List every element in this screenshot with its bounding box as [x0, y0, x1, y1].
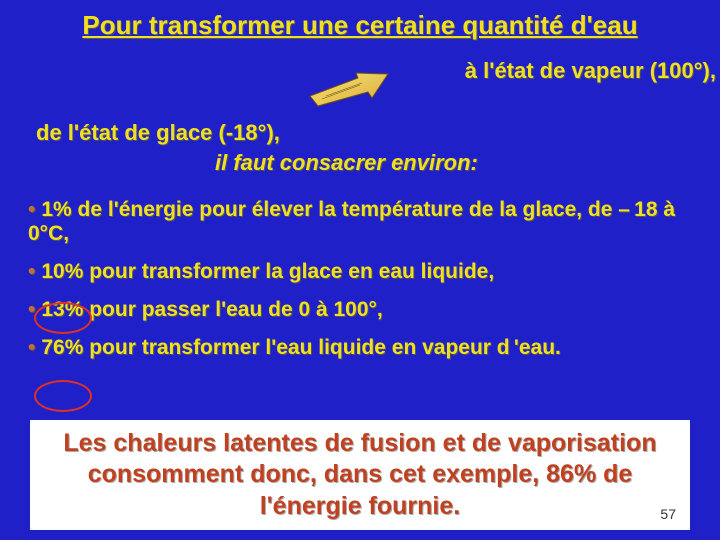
bullet-item-2: • 10% pour transformer la glace en eau li…: [28, 260, 708, 284]
line-ice-state: de l'état de glace (-18°),: [36, 120, 280, 146]
slide-title: Pour transformer une certaine quantité d…: [0, 0, 720, 41]
bullet-text: 76% pour transformer l'eau liquide en va…: [41, 336, 561, 359]
bullet-dot-icon: •: [28, 198, 35, 221]
conclusion-box: Les chaleurs latentes de fusion et de va…: [30, 420, 690, 530]
bullet-dot-icon: •: [28, 260, 35, 283]
subtitle-vapor: à l'état de vapeur (100°),: [465, 58, 716, 84]
highlight-circle-10: [34, 302, 92, 334]
bullet-item-4: • 76% pour transformer l'eau liquide en v…: [28, 336, 708, 360]
bullet-item-1: •1% de l'énergie pour élever la températ…: [28, 198, 708, 246]
bullet-item-3: •13% pour passer l'eau de 0 à 100°,: [28, 298, 708, 322]
line-consacrer: il faut consacrer environ:: [215, 150, 478, 176]
bullet-list: •1% de l'énergie pour élever la températ…: [28, 198, 708, 374]
highlight-circle-76: [34, 380, 92, 412]
bullet-dot-icon: •: [28, 336, 35, 359]
conclusion-text: Les chaleurs latentes de fusion et de va…: [44, 428, 676, 522]
arrow-icon: [302, 66, 392, 110]
bullet-text: 1% de l'énergie pour élever la températu…: [28, 198, 675, 245]
bullet-text: 10% pour transformer la glace en eau liq…: [41, 260, 494, 283]
bullet-text: 13% pour passer l'eau de 0 à 100°,: [41, 298, 382, 321]
page-number: 57: [660, 506, 676, 522]
